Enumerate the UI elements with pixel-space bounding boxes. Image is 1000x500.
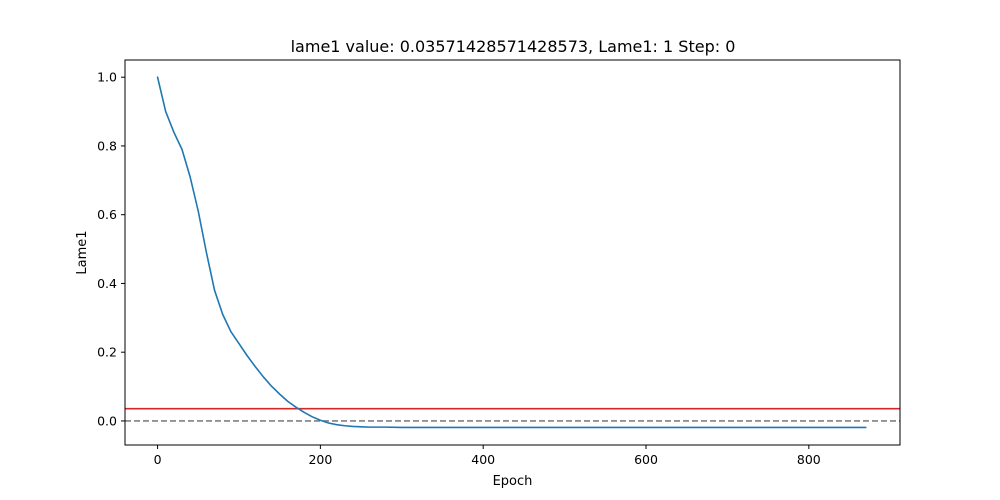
y-tick-label: 0.8	[97, 138, 117, 153]
y-tick-label: 0.0	[97, 413, 117, 428]
y-tick-label: 0.6	[97, 207, 117, 222]
x-tick-label: 400	[471, 452, 495, 467]
x-tick-label: 600	[634, 452, 658, 467]
series-line	[156, 76, 867, 429]
x-axis-label: Epoch	[493, 474, 533, 489]
chart-title: lame1 value: 0.03571428571428573, Lame1:…	[291, 37, 736, 56]
y-tick-label: 0.2	[97, 345, 117, 360]
plot-area	[125, 76, 900, 429]
y-tick-label: 1.0	[97, 70, 117, 85]
plot-frame	[124, 59, 901, 446]
x-tick-label: 200	[308, 452, 332, 467]
x-tick-label: 800	[797, 452, 821, 467]
y-axis-label: Lame1	[75, 230, 90, 274]
y-tick-label: 0.4	[97, 276, 117, 291]
x-tick-label: 0	[154, 452, 162, 467]
